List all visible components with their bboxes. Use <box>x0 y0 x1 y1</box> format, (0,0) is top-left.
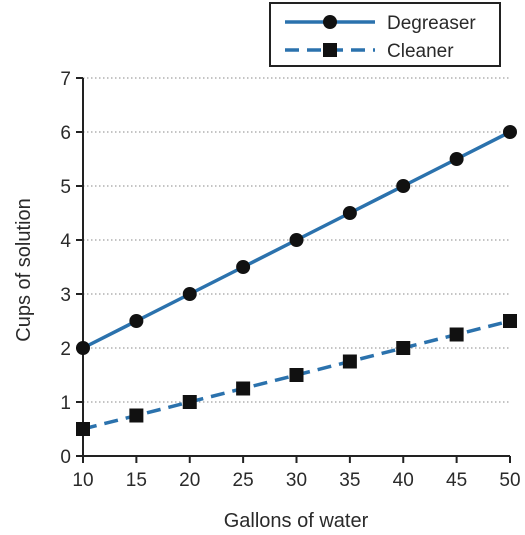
point-cleaner-40 <box>396 341 411 355</box>
x-tick-label-15: 15 <box>126 470 147 491</box>
y-tick-label-0: 0 <box>60 447 71 468</box>
y-axis-label: Cups of solution <box>13 198 35 341</box>
x-tick-label-50: 50 <box>499 470 520 491</box>
point-cleaner-30 <box>289 368 304 382</box>
axes <box>76 77 511 463</box>
point-cleaner-10 <box>76 422 90 436</box>
point-cleaner-35 <box>342 354 357 369</box>
legend-marker-degreaser <box>323 15 337 29</box>
x-tick-label-35: 35 <box>339 470 360 491</box>
legend: Degreaser Cleaner <box>269 2 501 67</box>
point-cleaner-25 <box>236 381 251 396</box>
x-tick-label-20: 20 <box>179 470 200 491</box>
y-tick-labels: 0 1 2 3 4 5 6 7 <box>60 69 71 468</box>
y-tick-label-6: 6 <box>60 123 71 144</box>
y-tick-label-4: 4 <box>60 231 71 252</box>
point-degreaser-25 <box>236 260 251 274</box>
y-tick-label-5: 5 <box>60 177 71 198</box>
point-degreaser-20 <box>182 287 197 301</box>
x-tick-labels: 10 15 20 25 30 35 40 45 50 <box>72 470 520 491</box>
legend-box <box>269 2 501 67</box>
point-degreaser-50 <box>503 125 517 139</box>
x-tick-label-25: 25 <box>233 470 254 491</box>
point-degreaser-15 <box>129 314 144 328</box>
point-degreaser-45 <box>449 152 464 166</box>
point-degreaser-35 <box>342 206 357 220</box>
y-tick-label-7: 7 <box>60 69 71 90</box>
legend-marker-cleaner <box>323 43 337 57</box>
y-tick-label-2: 2 <box>60 339 71 360</box>
x-tick-label-45: 45 <box>446 470 467 491</box>
point-degreaser-10 <box>76 341 90 355</box>
x-axis-label: Gallons of water <box>224 510 369 532</box>
point-cleaner-15 <box>129 408 144 423</box>
legend-label-cleaner: Cleaner <box>387 41 454 62</box>
point-cleaner-50 <box>503 314 517 328</box>
point-cleaner-45 <box>449 327 464 342</box>
point-cleaner-20 <box>182 395 197 409</box>
y-tick-label-3: 3 <box>60 285 71 306</box>
point-degreaser-30 <box>289 233 304 247</box>
legend-label-degreaser: Degreaser <box>387 13 476 34</box>
y-tick-label-1: 1 <box>60 393 71 414</box>
point-degreaser-40 <box>396 179 411 193</box>
x-tick-label-30: 30 <box>286 470 307 491</box>
series-group <box>76 125 517 436</box>
x-tick-label-10: 10 <box>72 470 93 491</box>
x-tick-label-40: 40 <box>393 470 414 491</box>
